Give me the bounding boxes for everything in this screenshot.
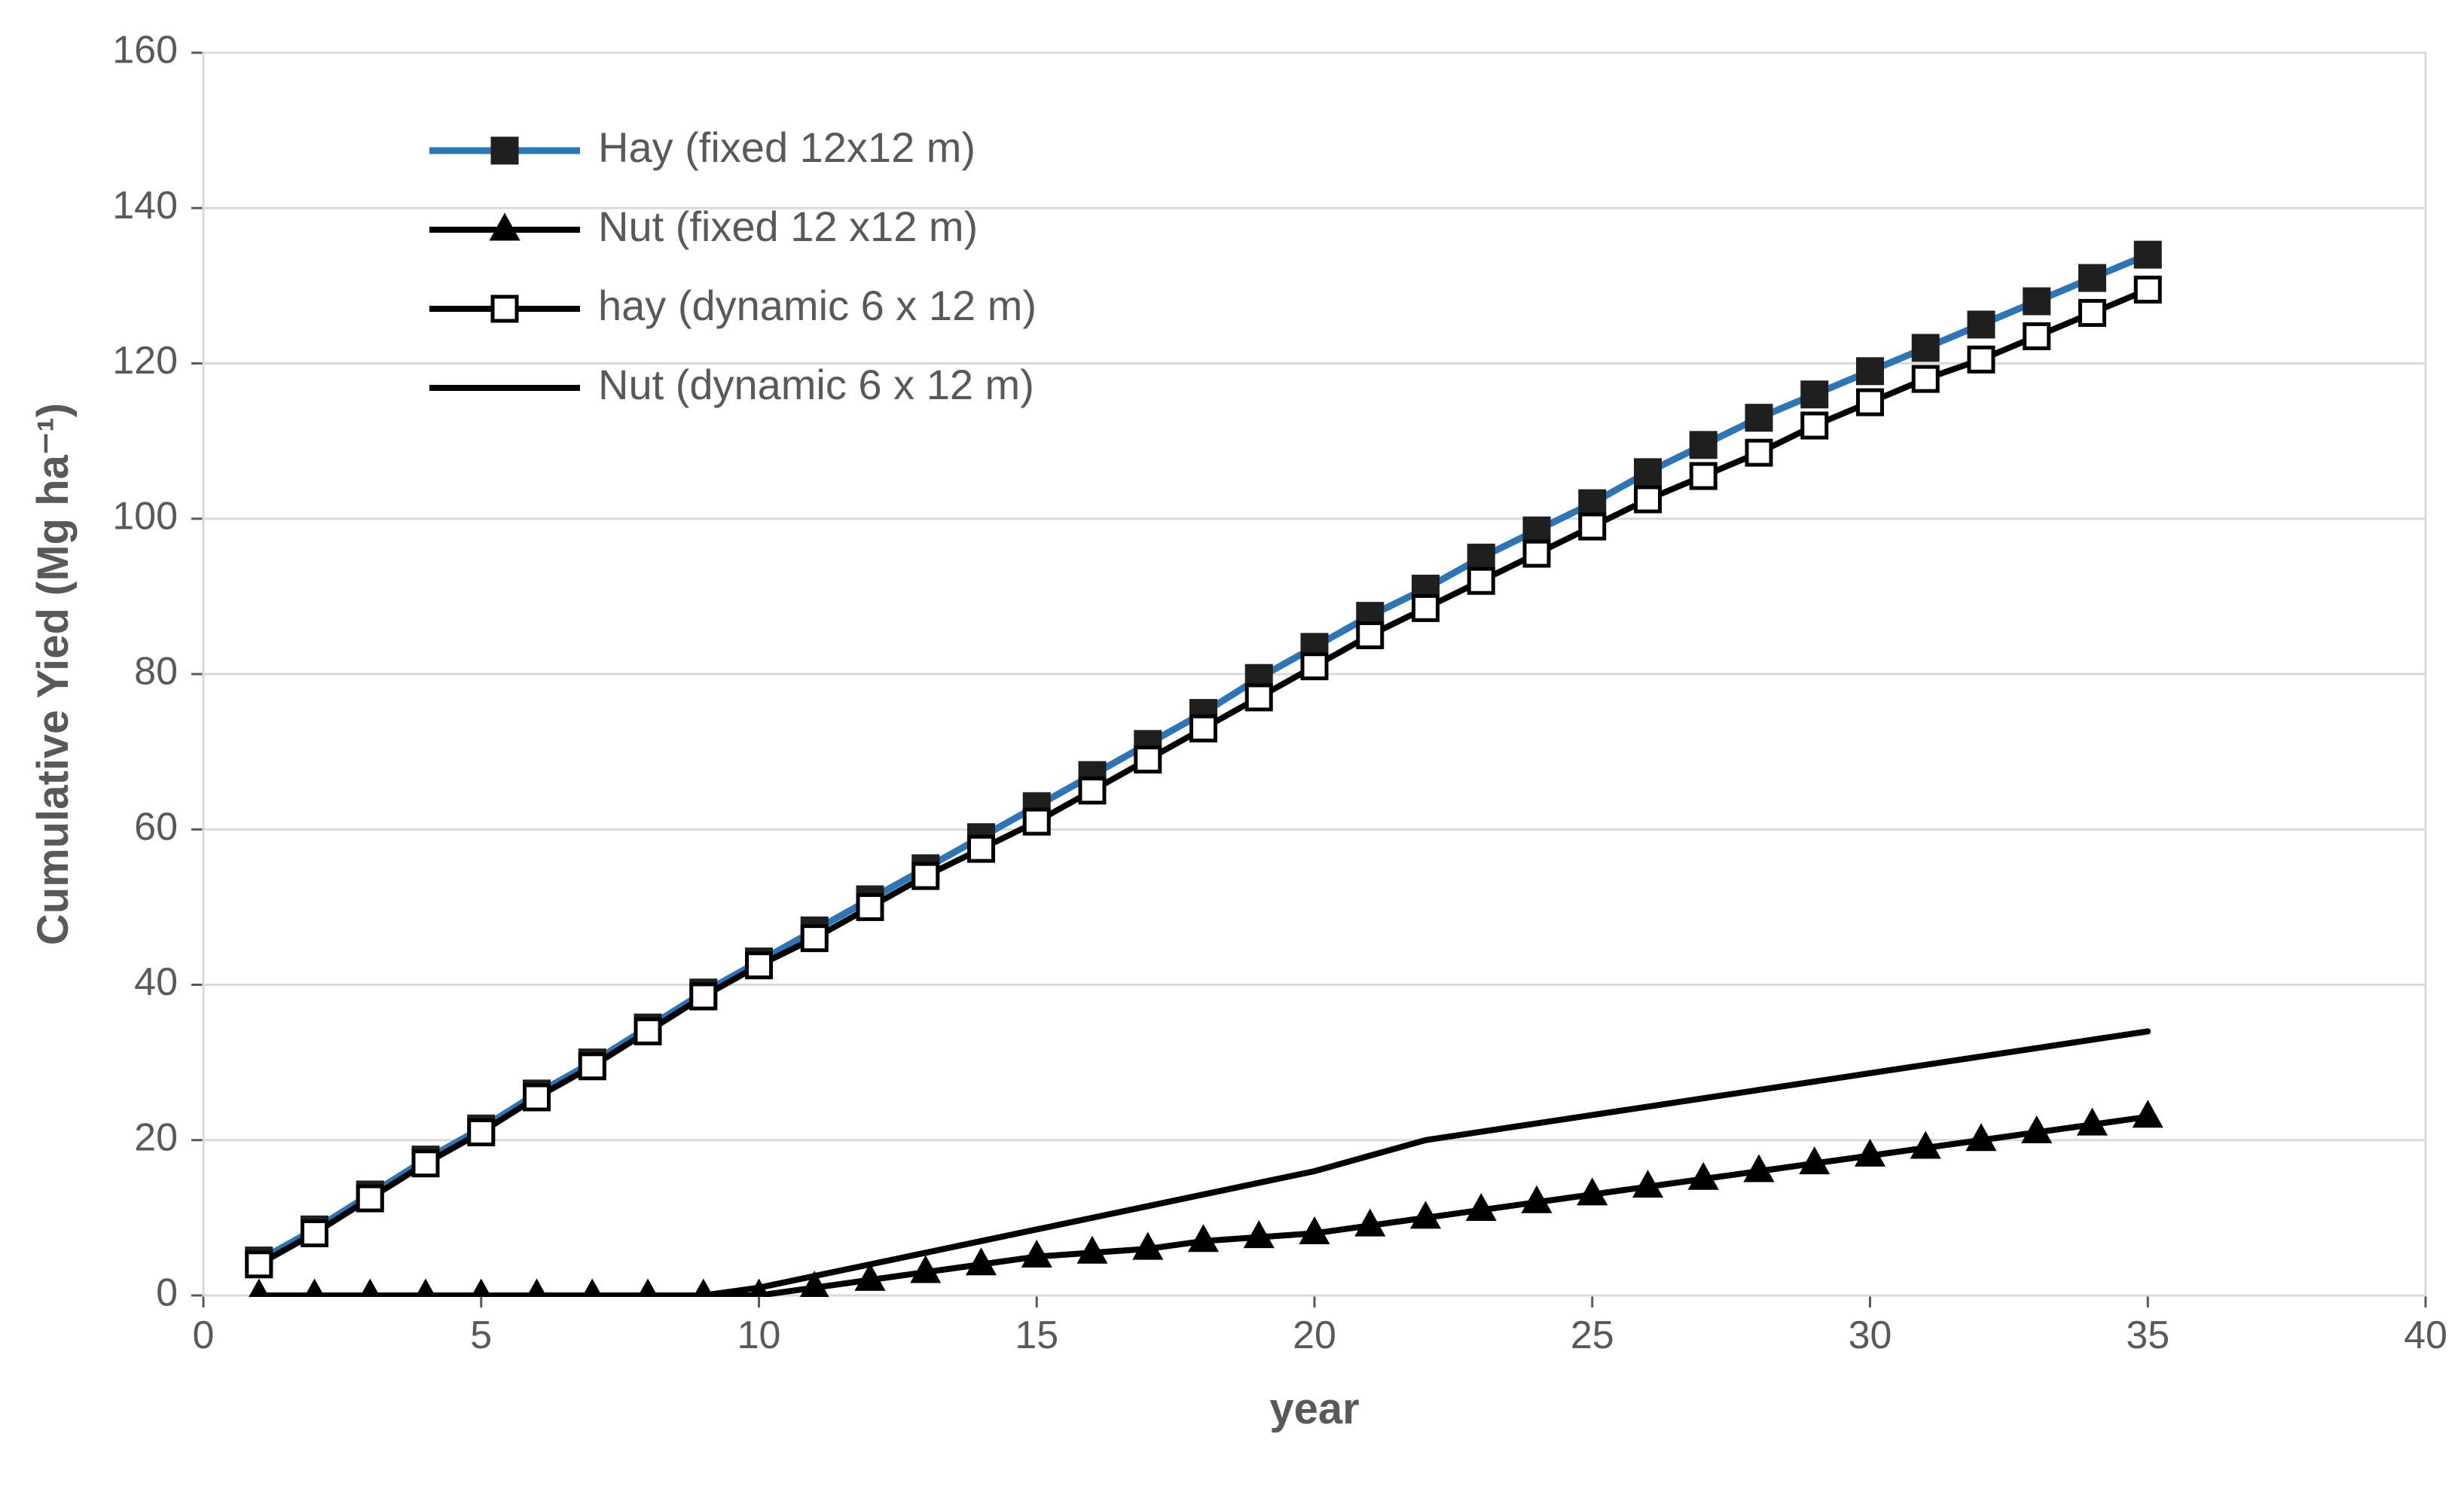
marker-square	[1691, 464, 1715, 488]
marker-square	[1636, 460, 1660, 484]
chart-svg: 0 20 40 60 80 100 120 140 160 0 5 10 15 20 25 30 35 40 yea…	[0, 0, 2464, 1486]
y-axis-label: Cumulative Yied (Mg ha⁻¹)	[29, 403, 78, 945]
marker-square	[2081, 301, 2105, 325]
x-tick-label: 5	[470, 1314, 492, 1357]
x-tick-label: 0	[193, 1314, 215, 1357]
marker-square	[1525, 542, 1549, 566]
marker-square	[414, 1152, 438, 1176]
marker-square	[525, 1085, 549, 1109]
marker-square	[1580, 514, 1605, 539]
marker-square	[692, 984, 716, 1008]
marker-square	[858, 895, 882, 919]
legend-label: Nut (dynamic 6 x 12 m)	[598, 361, 1034, 408]
x-tick-label: 10	[737, 1314, 781, 1357]
y-tick-label: 120	[112, 339, 178, 383]
marker-square	[1525, 518, 1549, 542]
y-tick-label: 140	[112, 184, 178, 227]
marker-square	[580, 1054, 604, 1079]
marker-square	[2081, 266, 2105, 290]
y-tick-label: 60	[134, 805, 178, 849]
marker-square	[1302, 655, 1327, 679]
marker-square	[1913, 336, 1937, 360]
legend-label: Hay (fixed 12x12 m)	[598, 124, 976, 171]
legend-label: Nut (fixed 12 x12 m)	[598, 203, 978, 250]
y-tick-label: 40	[134, 960, 178, 1004]
marker-square	[303, 1222, 327, 1246]
y-tick-label: 160	[112, 29, 178, 72]
marker-square	[1024, 810, 1049, 834]
marker-square	[1858, 359, 1882, 383]
x-tick-label: 20	[1293, 1314, 1336, 1357]
marker-square	[2136, 243, 2160, 267]
marker-square	[747, 954, 771, 978]
marker-square	[1414, 596, 1438, 620]
marker-square	[969, 837, 994, 861]
marker-square	[1247, 685, 1271, 709]
marker-square	[1469, 569, 1493, 593]
marker-square	[1803, 383, 1827, 407]
marker-square	[358, 1186, 382, 1210]
marker-square	[1080, 779, 1104, 803]
marker-square	[1858, 390, 1882, 414]
x-tick-label: 35	[2126, 1314, 2169, 1357]
chart-container: 0 20 40 60 80 100 120 140 160 0 5 10 15 20 25 30 35 40 yea…	[0, 0, 2464, 1486]
marker-square	[1747, 441, 1771, 465]
y-tick-label: 20	[134, 1115, 178, 1159]
marker-square	[636, 1019, 660, 1043]
marker-square	[247, 1253, 271, 1277]
marker-square	[469, 1120, 493, 1144]
marker-square	[1747, 406, 1771, 430]
marker-square	[1192, 716, 1216, 740]
y-tick-label: 80	[134, 650, 178, 694]
marker-square	[1803, 413, 1827, 438]
marker-square	[802, 926, 826, 950]
x-tick-label: 15	[1015, 1314, 1058, 1357]
marker-square	[1691, 433, 1715, 457]
marker-square	[1469, 545, 1493, 569]
marker-square	[493, 297, 517, 321]
marker-square	[1969, 347, 1993, 371]
legend-label: hay (dynamic 6 x 12 m)	[598, 282, 1037, 329]
marker-square	[2025, 324, 2049, 348]
x-tick-label: 30	[1849, 1314, 1892, 1357]
x-tick-label: 40	[2404, 1314, 2447, 1357]
marker-square	[1136, 747, 1160, 771]
marker-square	[1636, 487, 1660, 511]
y-tick-label: 100	[112, 494, 178, 538]
marker-square	[2025, 289, 2049, 313]
marker-square	[1969, 313, 1993, 337]
x-tick-label: 25	[1571, 1314, 1614, 1357]
marker-square	[1913, 367, 1937, 391]
marker-square	[1358, 623, 1382, 647]
marker-square	[2136, 278, 2160, 302]
y-tick-label: 0	[156, 1271, 178, 1315]
marker-square	[1580, 491, 1605, 515]
marker-square	[493, 139, 517, 163]
x-axis-label: year	[1269, 1384, 1359, 1433]
marker-square	[914, 864, 938, 888]
